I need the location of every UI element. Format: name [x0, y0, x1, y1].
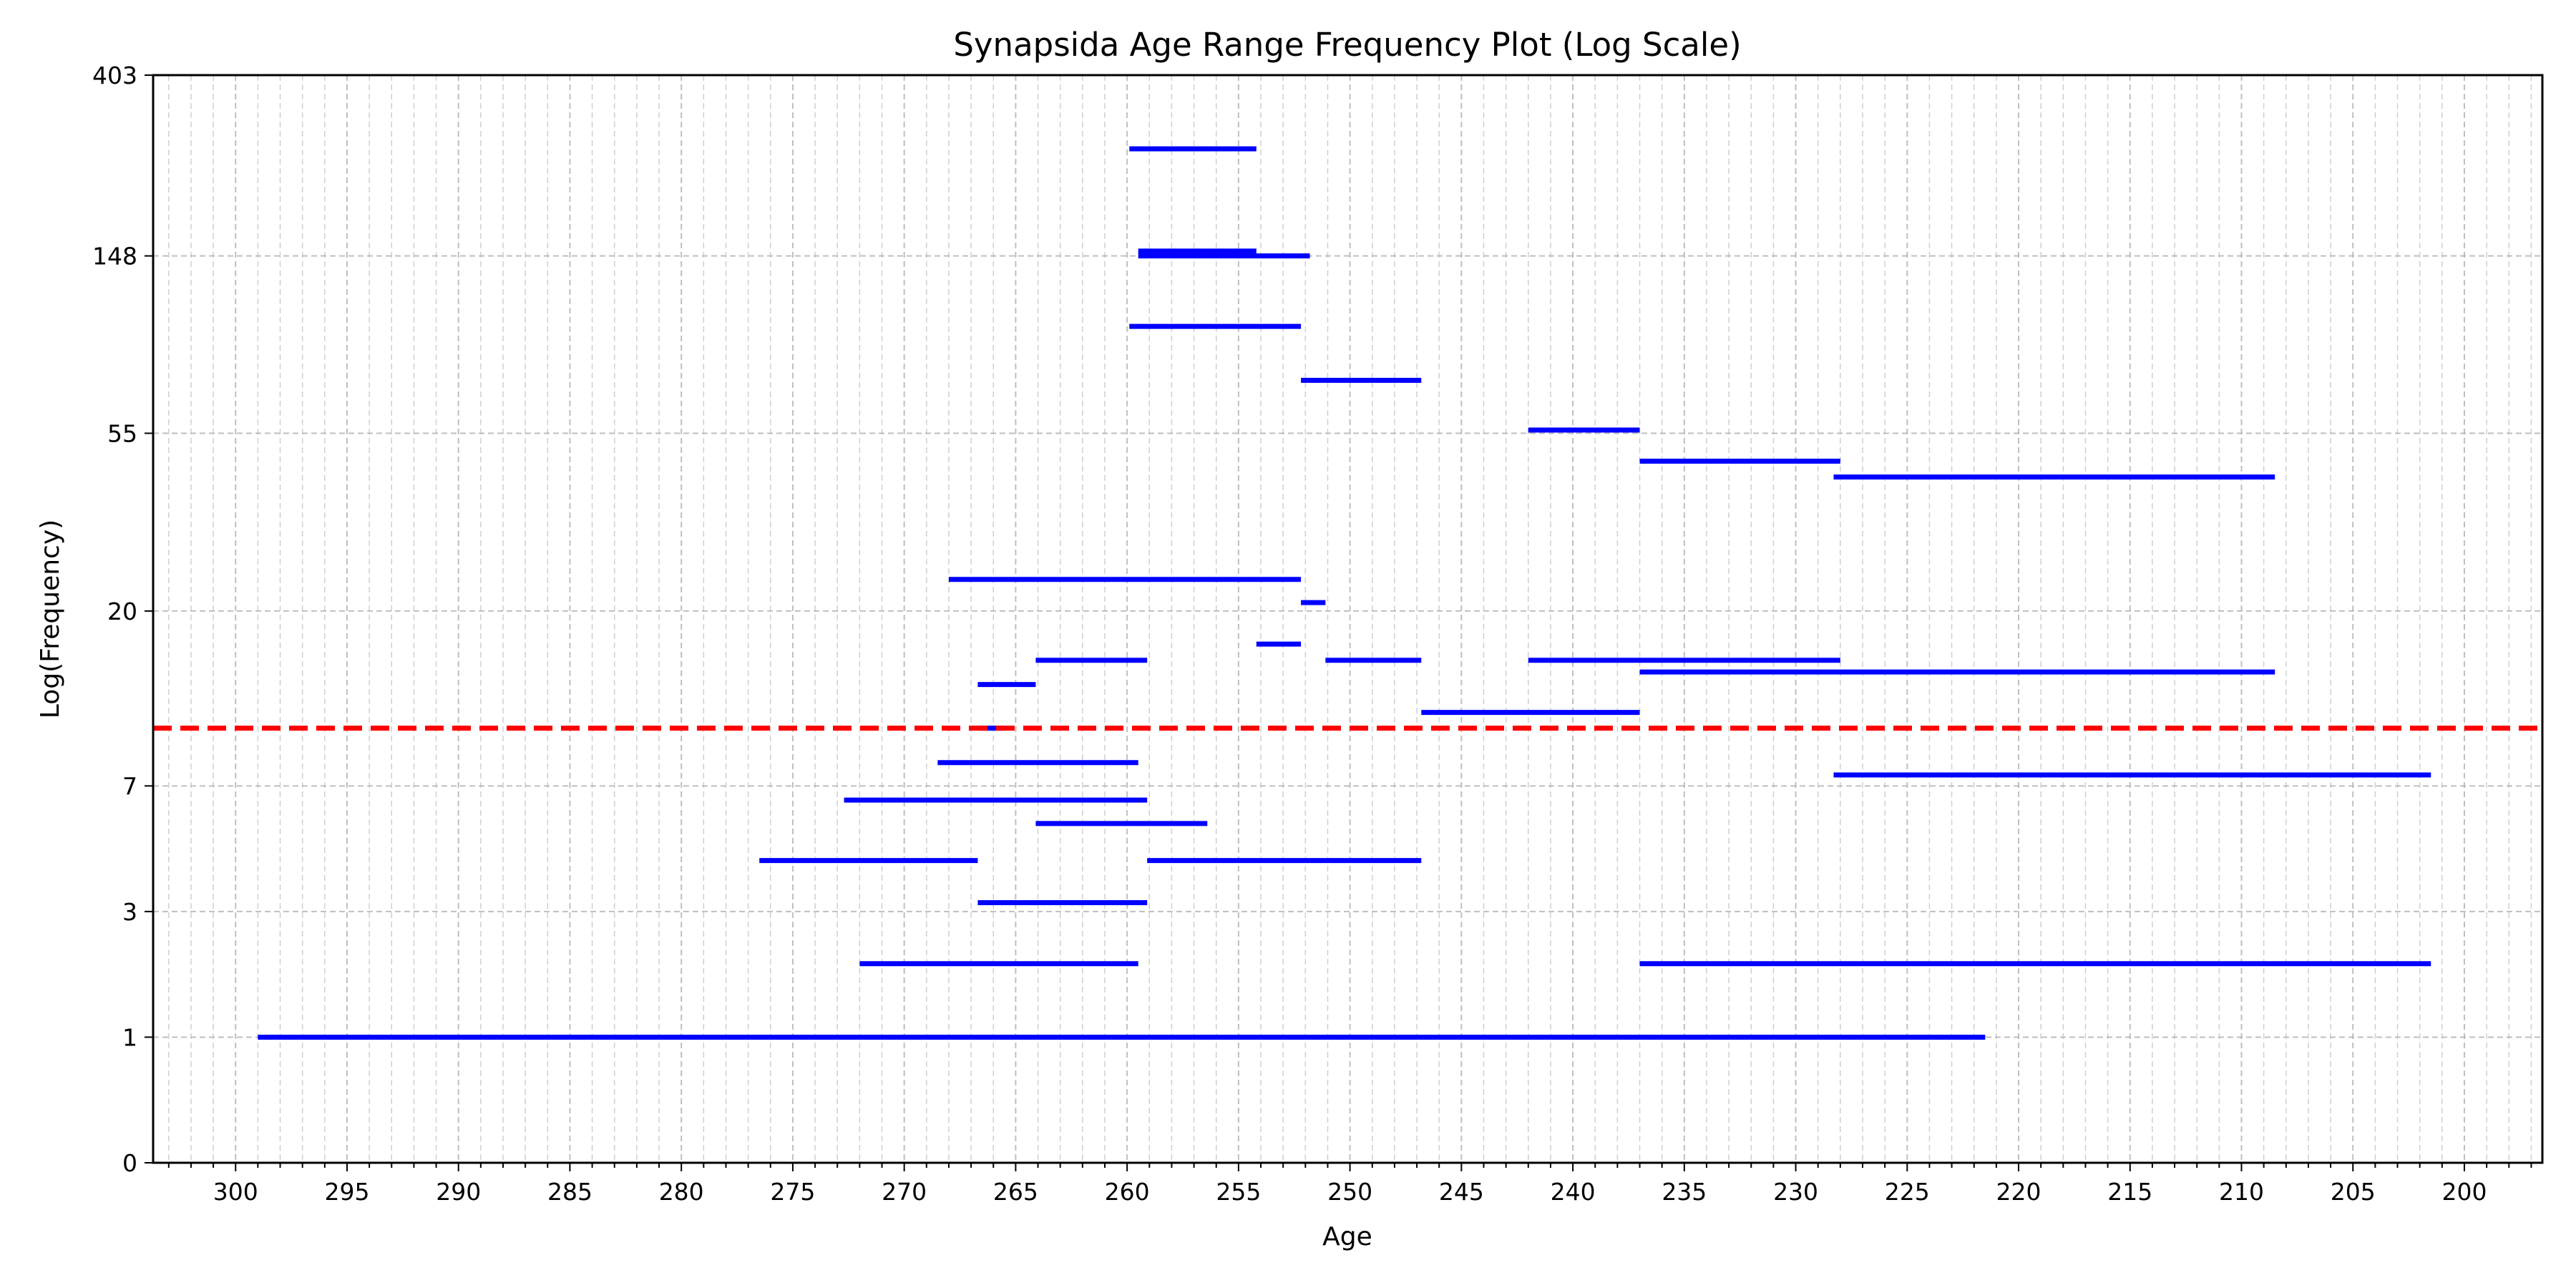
x-tick-label: 270 — [882, 1178, 927, 1206]
y-tick-label: 0 — [122, 1149, 137, 1177]
x-tick-label: 255 — [1216, 1178, 1261, 1206]
x-tick-label: 265 — [993, 1178, 1038, 1206]
x-tick-label: 235 — [1662, 1178, 1707, 1206]
y-tick-label: 3 — [122, 898, 137, 926]
x-tick-label: 245 — [1439, 1178, 1484, 1206]
x-tick-label: 290 — [436, 1178, 481, 1206]
x-tick-label: 210 — [2219, 1178, 2264, 1206]
x-tick-label: 280 — [659, 1178, 704, 1206]
x-tick-label: 285 — [547, 1178, 592, 1206]
x-tick-label: 205 — [2331, 1178, 2376, 1206]
x-tick-label: 230 — [1773, 1178, 1818, 1206]
y-tick-label: 403 — [92, 62, 137, 89]
x-tick-label: 220 — [1996, 1178, 2041, 1206]
y-axis-ticks: 0 1 3 7 20 55 148 403 — [92, 62, 153, 1177]
x-axis-ticks: 300 295 290 285 280 275 270 265 260 255 250 245 240 2… — [167, 1163, 2532, 1206]
grid — [153, 75, 2542, 1163]
x-tick-label: 300 — [213, 1178, 258, 1206]
x-tick-label: 240 — [1551, 1178, 1596, 1206]
y-tick-label: 1 — [122, 1023, 137, 1051]
y-tick-label: 148 — [92, 243, 137, 270]
y-tick-label: 7 — [122, 772, 137, 800]
y-axis-label: Log(Frequency) — [36, 519, 65, 718]
plot-frame — [152, 74, 2544, 1164]
x-tick-label: 215 — [2107, 1178, 2152, 1206]
x-tick-label: 260 — [1105, 1178, 1150, 1206]
y-tick-label: 55 — [107, 419, 137, 447]
x-tick-label: 275 — [770, 1178, 815, 1206]
x-axis-label: Age — [1322, 1222, 1372, 1252]
x-tick-label: 225 — [1885, 1178, 1930, 1206]
chart-title: Synapsida Age Range Frequency Plot (Log … — [953, 26, 1741, 64]
x-tick-label: 250 — [1327, 1178, 1372, 1206]
x-tick-label: 295 — [324, 1178, 369, 1206]
x-tick-label: 200 — [2441, 1178, 2487, 1206]
y-tick-label: 20 — [107, 597, 137, 625]
range-bars — [258, 146, 2431, 1040]
